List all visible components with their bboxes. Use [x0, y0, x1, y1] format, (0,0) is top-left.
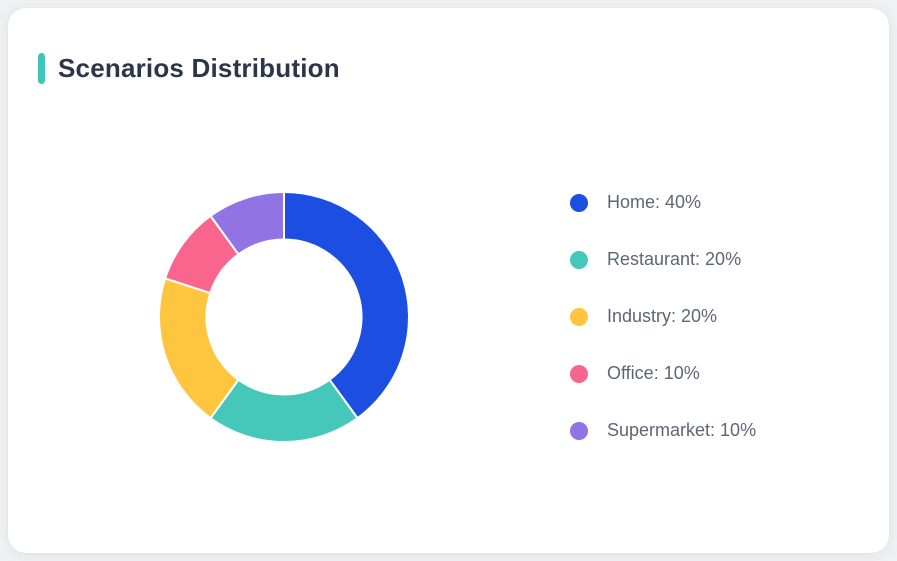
chart-legend: Home: 40% Restaurant: 20% Industry: 20% Off… [570, 174, 756, 459]
legend-dot-office [570, 364, 588, 383]
donut-chart-svg [158, 191, 410, 443]
legend-item-restaurant[interactable]: Restaurant: 20% [570, 231, 756, 288]
donut-slice-home[interactable] [283, 191, 410, 420]
legend-label: Industry: 20% [607, 306, 718, 326]
legend-dot-restaurant [570, 250, 588, 269]
scenarios-distribution-card: Scenarios Distribution Home: 40% Restaura… [8, 8, 889, 553]
legend-label: Office: 10% [607, 363, 700, 383]
donut-slice-industry[interactable] [158, 277, 240, 420]
page-title: Scenarios Distribution [58, 53, 340, 83]
legend-dot-supermarket [570, 421, 588, 440]
legend-item-home[interactable]: Home: 40% [570, 174, 756, 231]
donut-chart [149, 182, 419, 452]
legend-item-office[interactable]: Office: 10% [570, 345, 756, 402]
legend-label: Home: 40% [607, 192, 702, 212]
legend-label: Supermarket: 10% [607, 420, 757, 440]
legend-item-industry[interactable]: Industry: 20% [570, 288, 756, 345]
legend-dot-home [570, 193, 588, 212]
legend-item-supermarket[interactable]: Supermarket: 10% [570, 402, 756, 459]
card-header: Scenarios Distribution [38, 53, 340, 84]
legend-dot-industry [570, 307, 588, 326]
legend-label: Restaurant: 20% [607, 249, 742, 269]
donut-slice-supermarket[interactable] [209, 191, 285, 256]
title-accent-bar [38, 53, 45, 84]
